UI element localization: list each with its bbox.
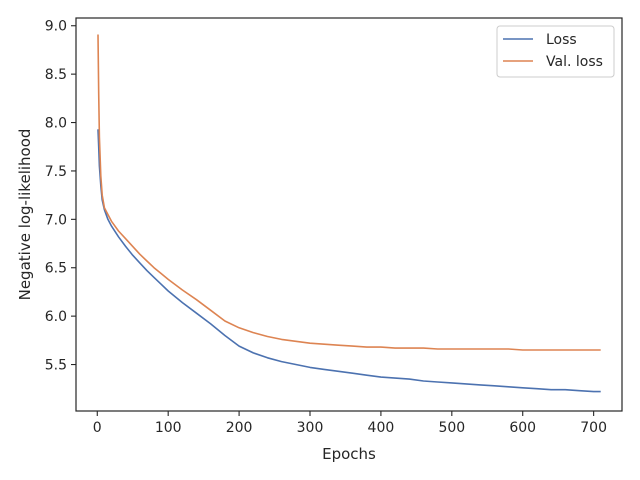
x-axis-label: Epochs: [322, 445, 376, 463]
y-tick-label: 8.5: [45, 67, 67, 83]
series-line-val-loss: [97, 34, 601, 351]
y-tick-label: 8.0: [45, 116, 67, 132]
plot-frame: [75, 17, 623, 412]
y-tick-label: 5.5: [45, 358, 67, 374]
x-tick-label: 200: [226, 420, 253, 436]
x-tick-label: 600: [509, 420, 536, 436]
legend-label-loss: Loss: [546, 32, 577, 48]
x-tick-label: 0: [93, 420, 102, 436]
series-line-loss: [97, 129, 601, 393]
y-axis-label: Negative log-likelihood: [16, 129, 34, 301]
x-tick-label: 700: [580, 420, 607, 436]
legend: Loss Val. loss: [496, 25, 615, 78]
legend-label-val-loss: Val. loss: [546, 54, 603, 70]
x-tick-label: 400: [368, 420, 395, 436]
x-axis-ticks: 0 100 200 300 400 500 600 700: [93, 411, 607, 436]
series-layer: [97, 34, 601, 393]
x-tick-label: 300: [297, 420, 324, 436]
y-tick-label: 9.0: [45, 19, 67, 35]
y-tick-label: 7.5: [45, 164, 67, 180]
y-axis-ticks: 5.5 6.0 6.5 7.0 7.5 8.0 8.5 9.0: [45, 19, 76, 374]
y-tick-label: 7.0: [45, 212, 67, 228]
x-tick-label: 100: [155, 420, 182, 436]
x-tick-label: 500: [438, 420, 465, 436]
y-tick-label: 6.5: [45, 261, 67, 277]
y-tick-label: 6.0: [45, 309, 67, 325]
